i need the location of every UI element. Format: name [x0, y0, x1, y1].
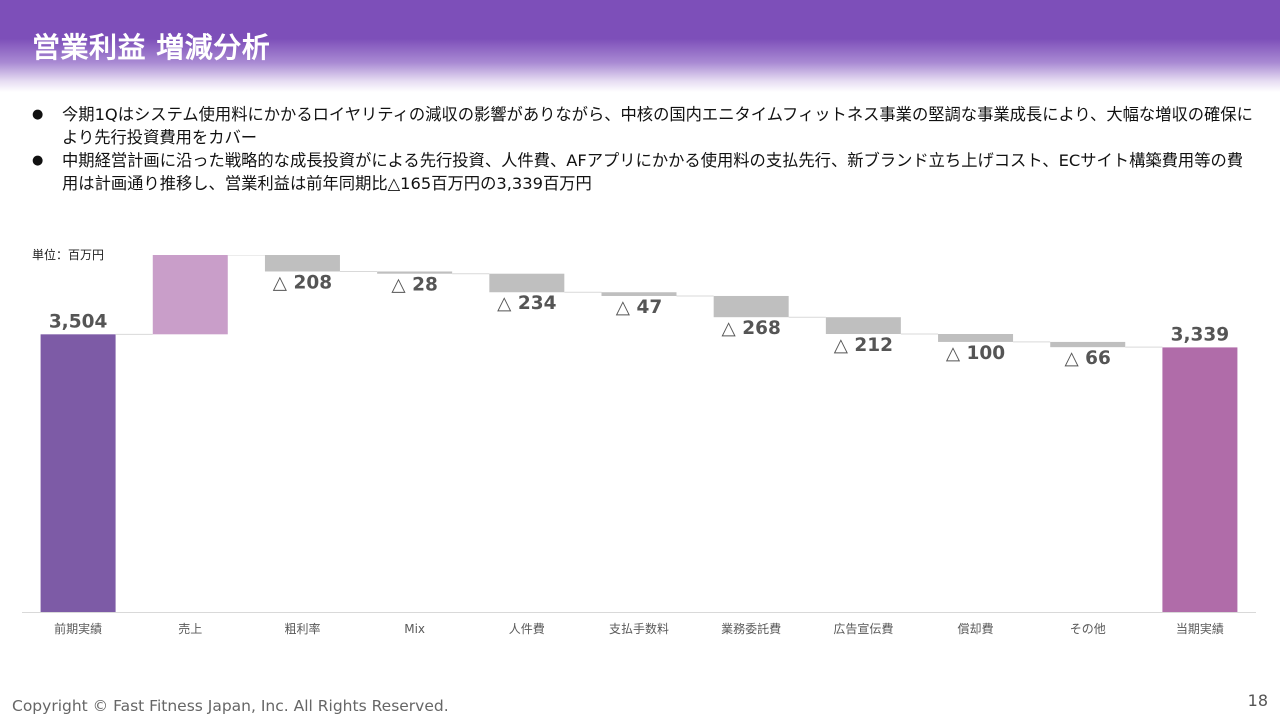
bar: [1050, 341, 1126, 348]
bullet-dot-icon: ●: [32, 107, 44, 122]
category-label: 広告宣伝費: [833, 621, 893, 636]
data-label: △ 28: [391, 275, 437, 296]
bar: [40, 334, 116, 612]
bullet-list: ● 今期1Qはシステム使用料にかかるロイヤリティの減収の影響がありながら、中核の…: [32, 103, 1257, 195]
data-label: 3,504: [49, 311, 108, 332]
bullet-text: 中期経営計画に沿った戦略的な成長投資がによる先行投資、人件費、AFアプリにかかる…: [62, 151, 1244, 193]
category-label: その他: [1070, 622, 1106, 636]
unit-label: 単位：百万円: [32, 248, 105, 262]
bar: [938, 334, 1014, 342]
category-label: 前期実績: [54, 621, 102, 636]
category-label: Mix: [404, 622, 425, 636]
bar: [1162, 347, 1238, 612]
data-label: △ 100: [946, 343, 1005, 364]
data-label: △ 208: [273, 272, 332, 293]
copyright-text: Copyright © Fast Fitness Japan, Inc. All…: [12, 697, 449, 715]
category-label: 粗利率: [284, 621, 320, 636]
bar: [377, 271, 453, 274]
category-label: 支払手数料: [609, 621, 669, 636]
bar: [264, 255, 340, 272]
page-title: 営業利益 増減分析: [32, 31, 271, 64]
data-label: △ 47: [616, 297, 662, 318]
data-label: △ 212: [834, 335, 893, 356]
category-label: 売上: [178, 621, 202, 636]
data-label: △ 268: [722, 318, 781, 339]
bullet-dot-icon: ●: [32, 153, 44, 168]
bullet-item: ● 今期1Qはシステム使用料にかかるロイヤリティの減収の影響がありながら、中核の…: [32, 103, 1257, 149]
data-label: 3,339: [1171, 324, 1230, 345]
bullet-text: 今期1Qはシステム使用料にかかるロイヤリティの減収の影響がありながら、中核の国内…: [62, 105, 1253, 147]
bullet-item: ● 中期経営計画に沿った戦略的な成長投資がによる先行投資、人件費、AFアプリにか…: [32, 149, 1257, 195]
data-label: △ 234: [497, 293, 556, 314]
title-bar: 営業利益 増減分析: [0, 0, 1280, 92]
data-label: △ 66: [1065, 348, 1111, 369]
bar: [152, 255, 228, 335]
bar: [825, 317, 901, 335]
category-label: 当期実績: [1176, 621, 1224, 636]
category-label: 人件費: [509, 621, 545, 636]
bar: [601, 292, 677, 296]
category-label: 償却費: [958, 621, 994, 636]
page-number: 18: [1247, 691, 1268, 710]
bar: [489, 273, 565, 293]
category-label: 業務委託費: [721, 621, 781, 636]
bar: [713, 295, 789, 318]
